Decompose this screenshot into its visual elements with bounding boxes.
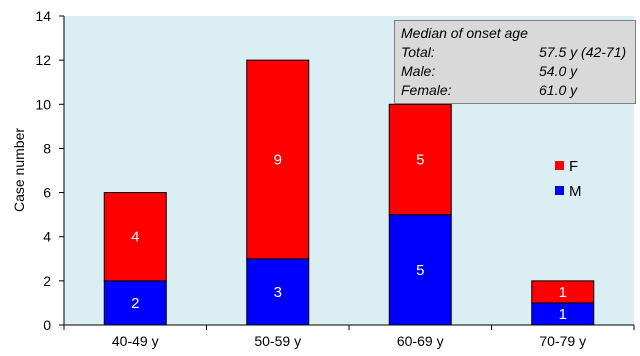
x-tick-labels: 40-49 y 50-59 y 60-69 y 70-79 y [112,333,586,349]
x-tick-label: 50-59 y [254,333,301,349]
median-onset-age-box: Median of onset age Total: 57.5 y (42-71… [394,20,636,104]
legend-label-m: M [569,183,582,200]
data-label-m-0: 2 [131,295,139,312]
y-tick-label: 14 [35,8,51,24]
info-box-title: Median of onset age [401,25,528,41]
x-tick-label: 70-79 y [539,333,586,349]
data-label-m-2: 5 [416,262,424,279]
data-label-f-0: 4 [131,229,139,246]
y-tick-label: 8 [43,140,51,156]
info-row-total: Total: 57.5 y (42-71) [401,43,635,62]
y-tick-labels: 0 2 4 6 8 10 12 14 [35,8,51,333]
data-label-m-1: 3 [274,284,282,301]
info-value-male: 54.0 y [539,63,578,79]
info-value-female: 61.0 y [539,82,578,98]
info-value-total: 57.5 y (42-71) [539,44,627,60]
info-row-female: Female: 61.0 y [401,81,635,100]
info-label-female: Female: [401,82,452,98]
legend-swatch-m [555,186,564,195]
bar-m-2 [388,214,452,326]
bar-f-3 [531,280,595,304]
data-label-f-2: 5 [416,151,424,168]
info-label-male: Male: [401,63,436,79]
legend: FM [555,158,582,200]
y-tick-label: 10 [35,96,51,112]
y-tick-label: 4 [43,229,51,245]
legend-swatch-f [555,161,564,170]
y-axis-label: Case number [11,128,27,212]
bar-f-0 [103,192,167,282]
legend-label-f: F [569,158,578,175]
y-tick-label: 2 [43,273,51,289]
bars: 2 4 3 9 5 5 1 1 [103,59,595,326]
y-tick-label: 12 [35,52,51,68]
data-label-f-3: 1 [559,284,567,301]
info-row-male: Male: 54.0 y [401,62,635,81]
data-label-m-3: 1 [559,306,567,323]
y-tick-label: 0 [43,317,51,333]
bar-f-2 [388,103,452,216]
x-tick-label: 60-69 y [397,333,444,349]
bar-f-1 [246,59,310,260]
x-tick-label: 40-49 y [112,333,159,349]
data-label-f-1: 9 [274,151,282,168]
bar-m-1 [246,258,310,326]
y-tick-label: 6 [43,185,51,201]
info-label-total: Total: [401,44,435,60]
